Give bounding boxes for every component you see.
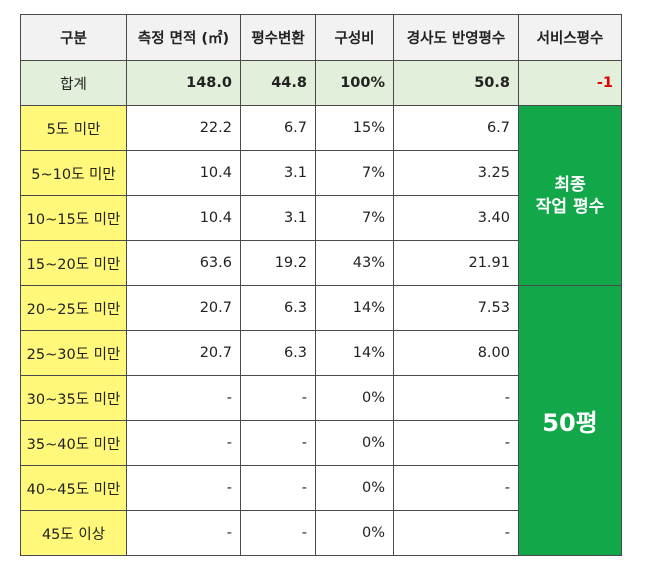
final-work-line2: 작업 평수 bbox=[535, 196, 605, 217]
final-work-line1: 최종 bbox=[554, 174, 586, 195]
slope-area-table: 구분 측정 면적 (㎡) 평수변환 구성비 경사도 반영평수 서비스평수 합계 … bbox=[20, 14, 622, 556]
row-ratio: 7% bbox=[315, 150, 394, 196]
total-service: -1 bbox=[518, 60, 622, 106]
row-slope: - bbox=[393, 465, 519, 511]
row-slope: - bbox=[393, 375, 519, 421]
table-row: 40~45도 미만 - - 0% - bbox=[20, 465, 622, 511]
header-measured-area: 측정 면적 (㎡) bbox=[126, 14, 241, 61]
row-slope: 3.25 bbox=[393, 150, 519, 196]
row-label: 25~30도 미만 bbox=[20, 330, 127, 376]
row-label: 5도 미만 bbox=[20, 105, 127, 151]
row-area: 20.7 bbox=[126, 330, 241, 376]
row-area: 63.6 bbox=[126, 240, 241, 286]
row-ratio: 43% bbox=[315, 240, 394, 286]
row-ratio: 7% bbox=[315, 195, 394, 241]
row-area: 10.4 bbox=[126, 150, 241, 196]
row-pyeong: 6.7 bbox=[240, 105, 316, 151]
row-label: 5~10도 미만 bbox=[20, 150, 127, 196]
row-area: - bbox=[126, 510, 241, 556]
row-label: 20~25도 미만 bbox=[20, 285, 127, 331]
table-row: 15~20도 미만 63.6 19.2 43% 21.91 bbox=[20, 240, 622, 286]
row-slope: 21.91 bbox=[393, 240, 519, 286]
final-pyeong-cell: 50평 bbox=[518, 285, 622, 556]
header-row: 구분 측정 면적 (㎡) 평수변환 구성비 경사도 반영평수 서비스평수 bbox=[20, 14, 622, 61]
header-service-pyeong: 서비스평수 bbox=[518, 14, 622, 61]
header-category: 구분 bbox=[20, 14, 127, 61]
table-row: 45도 이상 - - 0% - bbox=[20, 510, 622, 556]
row-ratio: 14% bbox=[315, 285, 394, 331]
total-area: 148.0 bbox=[126, 60, 241, 106]
final-work-pyeong-cell: 최종 작업 평수 bbox=[518, 105, 622, 286]
row-ratio: 15% bbox=[315, 105, 394, 151]
row-label: 45도 이상 bbox=[20, 510, 127, 556]
row-area: - bbox=[126, 420, 241, 466]
row-area: - bbox=[126, 375, 241, 421]
header-pyeong-conversion: 평수변환 bbox=[240, 14, 316, 61]
row-slope: 6.7 bbox=[393, 105, 519, 151]
table-row: 30~35도 미만 - - 0% - bbox=[20, 375, 622, 421]
row-pyeong: - bbox=[240, 465, 316, 511]
table-row: 5~10도 미만 10.4 3.1 7% 3.25 bbox=[20, 150, 622, 196]
total-label: 합계 bbox=[20, 60, 127, 106]
row-pyeong: - bbox=[240, 375, 316, 421]
row-pyeong: 3.1 bbox=[240, 150, 316, 196]
row-ratio: 14% bbox=[315, 330, 394, 376]
row-pyeong: 6.3 bbox=[240, 330, 316, 376]
row-label: 35~40도 미만 bbox=[20, 420, 127, 466]
table-row: 5도 미만 22.2 6.7 15% 6.7 최종 작업 평수 bbox=[20, 105, 622, 286]
total-ratio: 100% bbox=[315, 60, 394, 106]
row-area: 10.4 bbox=[126, 195, 241, 241]
total-slope: 50.8 bbox=[393, 60, 519, 106]
row-slope: 7.53 bbox=[393, 285, 519, 331]
row-ratio: 0% bbox=[315, 510, 394, 556]
row-pyeong: 6.3 bbox=[240, 285, 316, 331]
total-pyeong: 44.8 bbox=[240, 60, 316, 106]
row-area: 20.7 bbox=[126, 285, 241, 331]
row-area: 22.2 bbox=[126, 105, 241, 151]
row-ratio: 0% bbox=[315, 465, 394, 511]
row-pyeong: 19.2 bbox=[240, 240, 316, 286]
row-slope: 3.40 bbox=[393, 195, 519, 241]
row-pyeong: - bbox=[240, 420, 316, 466]
row-area: - bbox=[126, 465, 241, 511]
row-slope: - bbox=[393, 510, 519, 556]
header-slope-adjusted: 경사도 반영평수 bbox=[393, 14, 519, 61]
row-label: 30~35도 미만 bbox=[20, 375, 127, 421]
header-ratio: 구성비 bbox=[315, 14, 394, 61]
table-row: 20~25도 미만 20.7 6.3 14% 7.53 50평 bbox=[20, 285, 622, 556]
row-ratio: 0% bbox=[315, 375, 394, 421]
row-pyeong: - bbox=[240, 510, 316, 556]
table-row: 10~15도 미만 10.4 3.1 7% 3.40 bbox=[20, 195, 622, 241]
table-row: 25~30도 미만 20.7 6.3 14% 8.00 bbox=[20, 330, 622, 376]
total-row: 합계 148.0 44.8 100% 50.8 -1 bbox=[20, 60, 622, 106]
row-pyeong: 3.1 bbox=[240, 195, 316, 241]
row-slope: 8.00 bbox=[393, 330, 519, 376]
row-label: 10~15도 미만 bbox=[20, 195, 127, 241]
row-slope: - bbox=[393, 420, 519, 466]
row-label: 15~20도 미만 bbox=[20, 240, 127, 286]
row-ratio: 0% bbox=[315, 420, 394, 466]
row-label: 40~45도 미만 bbox=[20, 465, 127, 511]
